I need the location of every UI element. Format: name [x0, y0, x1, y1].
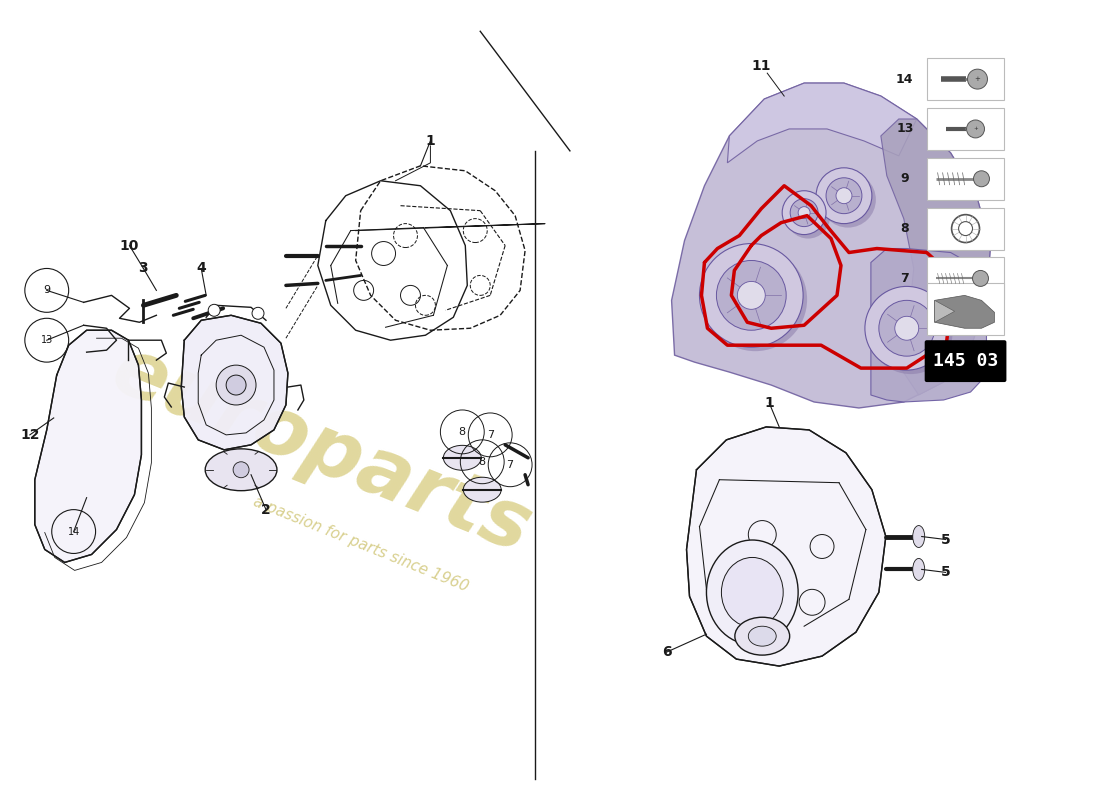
Circle shape — [716, 261, 786, 330]
Circle shape — [790, 198, 818, 226]
Text: 9: 9 — [901, 172, 909, 186]
Circle shape — [227, 375, 246, 395]
Ellipse shape — [913, 558, 925, 580]
Text: 7: 7 — [486, 430, 494, 440]
Bar — [926, 58, 1004, 100]
Ellipse shape — [443, 446, 481, 470]
Circle shape — [737, 282, 766, 310]
Circle shape — [952, 214, 979, 242]
Text: 7: 7 — [507, 460, 514, 470]
Circle shape — [252, 307, 264, 319]
Circle shape — [704, 247, 807, 351]
Text: 13: 13 — [41, 335, 53, 346]
Polygon shape — [935, 300, 955, 322]
Text: 11: 11 — [751, 59, 771, 73]
Circle shape — [836, 188, 851, 204]
Circle shape — [208, 304, 220, 316]
Polygon shape — [182, 315, 288, 450]
Circle shape — [816, 168, 872, 224]
Circle shape — [233, 462, 249, 478]
Polygon shape — [35, 330, 142, 562]
Polygon shape — [871, 249, 987, 402]
Text: 2: 2 — [261, 502, 271, 517]
Circle shape — [799, 206, 810, 218]
Text: a passion for parts since 1960: a passion for parts since 1960 — [251, 494, 471, 594]
Ellipse shape — [706, 540, 799, 645]
Text: europarts: europarts — [100, 330, 541, 570]
Text: 14: 14 — [67, 526, 80, 537]
Text: 3: 3 — [139, 262, 148, 275]
Text: 1: 1 — [426, 134, 436, 148]
Text: 10: 10 — [120, 238, 140, 253]
Circle shape — [865, 286, 948, 370]
Polygon shape — [881, 119, 990, 395]
Text: 7: 7 — [901, 272, 909, 285]
Circle shape — [869, 290, 953, 374]
Circle shape — [786, 194, 830, 238]
Text: 12: 12 — [20, 428, 40, 442]
Bar — [926, 283, 1004, 335]
Text: 8: 8 — [901, 222, 909, 235]
Text: 9: 9 — [43, 286, 51, 295]
Bar — [926, 108, 1004, 150]
Circle shape — [968, 69, 988, 89]
Text: +: + — [975, 76, 980, 82]
Ellipse shape — [748, 626, 777, 646]
Polygon shape — [672, 83, 990, 408]
Bar — [926, 208, 1004, 250]
Circle shape — [894, 316, 918, 340]
Circle shape — [782, 190, 826, 234]
Text: +: + — [974, 126, 978, 131]
Circle shape — [972, 270, 989, 286]
Text: 5: 5 — [940, 533, 950, 546]
Ellipse shape — [913, 526, 925, 547]
Polygon shape — [727, 83, 916, 163]
Text: 145 03: 145 03 — [933, 352, 998, 370]
Text: 8: 8 — [459, 427, 466, 437]
Circle shape — [821, 172, 876, 228]
Text: 14: 14 — [896, 73, 913, 86]
Ellipse shape — [722, 558, 783, 627]
FancyBboxPatch shape — [925, 340, 1007, 382]
Ellipse shape — [463, 478, 502, 502]
Circle shape — [700, 243, 803, 347]
Ellipse shape — [206, 449, 277, 490]
Circle shape — [967, 120, 984, 138]
Circle shape — [958, 222, 972, 235]
Ellipse shape — [735, 618, 790, 655]
Text: 5: 5 — [940, 566, 950, 579]
Text: 4: 4 — [196, 262, 206, 275]
Text: 13: 13 — [896, 122, 913, 135]
Circle shape — [826, 178, 862, 214]
Bar — [926, 258, 1004, 299]
Text: 1: 1 — [764, 396, 774, 410]
Text: 6: 6 — [662, 645, 671, 659]
Circle shape — [879, 300, 935, 356]
Bar — [926, 158, 1004, 200]
Circle shape — [974, 170, 990, 186]
Polygon shape — [935, 295, 994, 328]
Polygon shape — [686, 427, 886, 666]
Circle shape — [217, 365, 256, 405]
Text: 8: 8 — [478, 457, 486, 466]
